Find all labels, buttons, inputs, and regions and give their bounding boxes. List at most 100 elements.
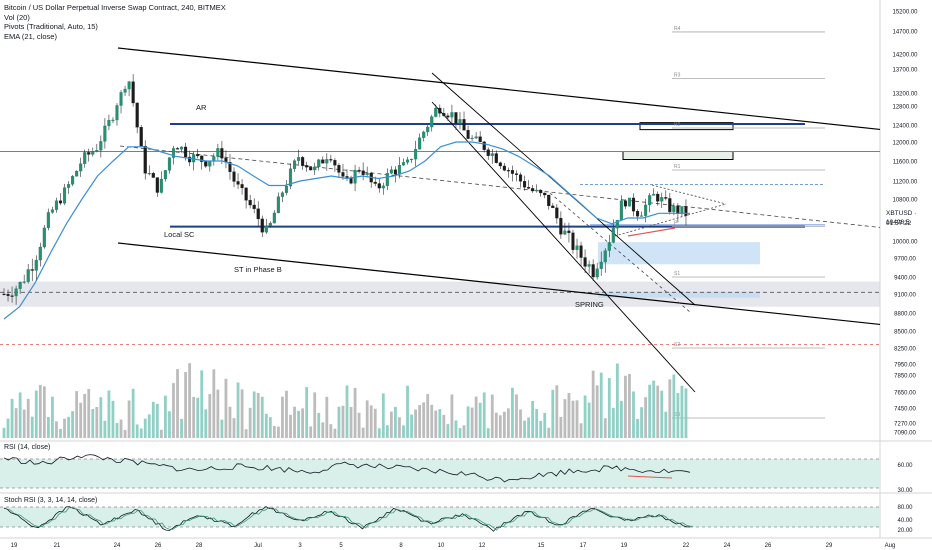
indicator-pivots[interactable]: Pivots (Traditional, Auto, 15) [4, 22, 98, 31]
volume-bar [381, 393, 385, 438]
candle-body [357, 169, 361, 172]
candle-body [462, 119, 466, 131]
volume-bar [208, 394, 212, 438]
volume-bar [353, 387, 357, 438]
volume-bar [636, 418, 639, 438]
time-tick-label: 8 [399, 543, 403, 549]
volume-bar [349, 406, 353, 438]
candle-body [151, 173, 155, 178]
volume-bar [75, 391, 79, 438]
candle-body [559, 217, 563, 235]
candle-body [397, 164, 402, 175]
candle-body [317, 159, 321, 168]
candle-body [6, 294, 10, 296]
price-tick-label: 9100.00 [894, 293, 916, 299]
stoch-pane-label[interactable]: Stoch RSI (3, 3, 14, 14, close) [4, 497, 98, 504]
candle-body [232, 171, 236, 182]
rsi-tick-label: 30.00 [897, 488, 913, 494]
volume-bar [599, 372, 603, 438]
volume-bar [192, 396, 196, 438]
candle-body [260, 218, 264, 233]
annotation-local-sc: Local SC [164, 230, 195, 239]
indicator-ema[interactable]: EMA (21, close) [4, 31, 57, 41]
volume-bar [531, 401, 535, 438]
volume-bar [147, 414, 151, 438]
candle-body [660, 197, 664, 202]
volume-bar [583, 395, 587, 438]
candle-body [220, 148, 224, 159]
volume-bar [321, 422, 325, 438]
stoch-tick-label: 20.00 [897, 528, 913, 534]
volume-bar [204, 409, 208, 438]
volume-bar [309, 426, 313, 438]
candle-body [381, 185, 385, 189]
volume-bar [268, 417, 272, 438]
candle-body [83, 152, 87, 164]
candle-body [58, 200, 63, 204]
volume-bar [672, 374, 676, 438]
candle-body [123, 88, 127, 93]
volume-bar [527, 417, 530, 438]
volume-bar [115, 422, 119, 438]
candle-body [672, 205, 676, 213]
candle-body [591, 264, 595, 278]
price-tick-label: 9700.00 [894, 257, 916, 263]
volume-bar [107, 390, 111, 438]
volume-bar [180, 418, 183, 438]
annotation-spring: SPRING [575, 300, 604, 309]
resistance-box [639, 122, 734, 131]
candle-body [510, 170, 514, 174]
candle-body [337, 165, 341, 173]
candle-body [567, 230, 571, 234]
candle-body [95, 150, 99, 152]
volume-bar [30, 416, 34, 438]
time-tick-label: 3 [298, 543, 302, 549]
candle-body [325, 159, 329, 164]
volume-bar [640, 407, 643, 438]
volume-bar [26, 398, 30, 438]
volume-bar [119, 419, 123, 438]
candle-body [531, 188, 535, 192]
volume-bar [164, 395, 167, 438]
candle-body [635, 210, 640, 217]
volume-bar [337, 406, 341, 438]
symbol-label: XBTUSD [886, 210, 913, 217]
resistance-box [622, 151, 734, 160]
indicator-vol[interactable]: Vol (20) [4, 12, 30, 22]
volume-bar [490, 394, 494, 438]
volume-bar [281, 396, 284, 438]
chart-title: Bitcoin / US Dollar Perpetual Inverse Sw… [4, 3, 226, 12]
candle-body [518, 174, 523, 182]
candle-body [644, 204, 648, 216]
price-tick-label: 14700.00 [892, 30, 918, 36]
candle-body [426, 126, 430, 133]
volume-bar [10, 398, 14, 438]
price-tick-label: 7650.00 [894, 391, 916, 397]
volume-bar [430, 404, 434, 438]
candle-body [502, 165, 506, 171]
volume-bar [293, 406, 296, 438]
volume-bar [620, 400, 623, 438]
volume-bar [42, 386, 46, 438]
candle-body [401, 162, 406, 166]
candle-body [14, 288, 18, 297]
volume-bar [256, 392, 260, 438]
candle-body [599, 261, 603, 269]
rsi-pane-label[interactable]: RSI (14, close) [4, 444, 51, 451]
volume-bar [486, 428, 490, 438]
volume-bar [285, 390, 288, 438]
stoch-tick-label: 40.00 [897, 518, 913, 524]
candle-body [99, 141, 103, 151]
price-tick-label: 8800.00 [894, 312, 916, 318]
candle-body [167, 157, 171, 171]
candle-body [410, 158, 414, 161]
volume-bar [71, 411, 74, 438]
volume-bar [252, 391, 256, 438]
candle-body [365, 172, 369, 175]
volume-bar [511, 387, 514, 438]
candle-body [595, 268, 599, 278]
candle-body [575, 245, 579, 250]
volume-bar [228, 406, 232, 438]
red-arrow [627, 227, 676, 237]
price-tick-label: 7090.00 [894, 431, 916, 437]
